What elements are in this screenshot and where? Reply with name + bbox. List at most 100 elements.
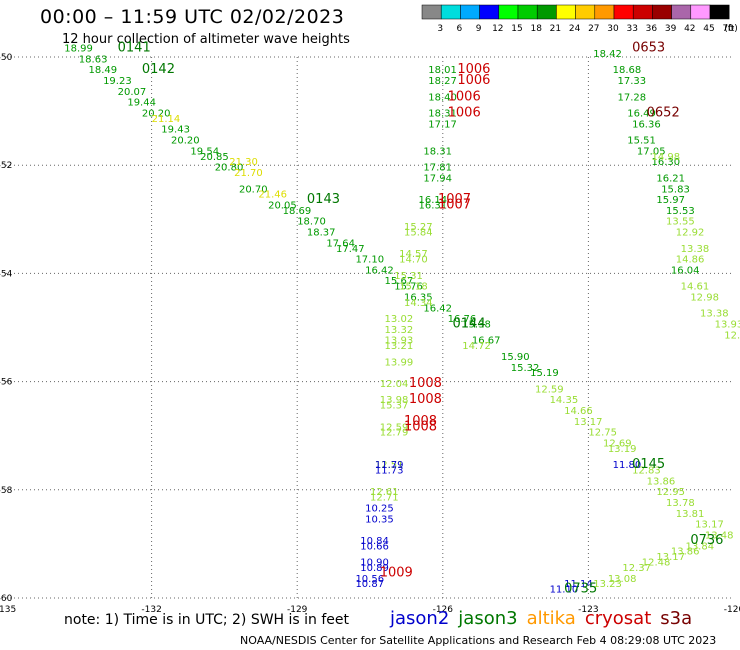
wave-height-point: 13.86 — [671, 547, 700, 558]
pass-time-label: 1007 — [438, 197, 471, 212]
wave-height-point: 14.61 — [681, 282, 710, 293]
x-tick-label: -123 — [578, 605, 598, 612]
wave-height-point: 14.72 — [462, 341, 491, 352]
wave-height-point: 13.17 — [656, 552, 685, 563]
wave-height-point: 12.48 — [642, 558, 671, 569]
wave-height-point: 21.46 — [258, 190, 287, 201]
color-tick-label: 3 — [437, 24, 443, 34]
color-tick-label: 21 — [550, 24, 561, 34]
wave-height-point: 11.80 — [613, 460, 642, 471]
wave-height-point: 12.75 — [588, 428, 617, 439]
wave-height-point: 13.55 — [666, 217, 695, 228]
wave-height-point: 12.92 — [676, 228, 705, 239]
wave-height-point: 19.43 — [161, 125, 190, 136]
wave-height-point: 15.90 — [501, 352, 530, 363]
wave-height-point: 10.25 — [365, 503, 394, 514]
wave-height-point: 10.84 — [360, 536, 389, 547]
wave-height-point: 21.14 — [152, 114, 181, 125]
color-tick-label: 42 — [684, 24, 695, 34]
wave-height-point: 12.51 — [375, 460, 404, 471]
pass-time-label: 1006 — [457, 62, 490, 77]
wave-height-point: 13.99 — [385, 357, 414, 368]
wave-height-point: 10.66 — [360, 541, 389, 552]
wave-height-point: 16.36 — [632, 119, 661, 130]
wave-height-point: 13.93 — [385, 336, 414, 347]
wave-height-point: 18.31 — [423, 146, 452, 157]
wave-height-point: 12.83 — [632, 466, 661, 477]
satellite-legend-entry: jason2 — [390, 608, 450, 629]
color-tick-label: 36 — [646, 24, 658, 34]
wave-height-map-plot: -135 -132 -129 -126 -123 -120 -50 -52 -54 -56 -58 -… — [0, 41, 740, 612]
x-tick-label: -132 — [141, 605, 161, 612]
wave-height-point: 18.42 — [593, 49, 622, 60]
wave-height-point: 18.40 — [428, 92, 457, 103]
wave-height-point: 14.66 — [564, 406, 593, 417]
wave-height-point: 12.37 — [622, 563, 651, 574]
wave-height-point: 13.78 — [666, 498, 695, 509]
wave-height-point: 15.67 — [385, 276, 414, 287]
footer-note: note: 1) Time is in UTC; 2) SWH is in fe… — [64, 612, 350, 628]
wave-height-point: 11.79 — [375, 460, 404, 471]
color-swatch — [709, 4, 730, 20]
wave-height-point: 11.10 — [550, 585, 579, 596]
wave-height-point: 15.84 — [404, 228, 433, 239]
color-tick-label: 15 — [511, 24, 522, 34]
wave-height-point: 12.59 — [535, 384, 564, 395]
wave-height-point: 15.76 — [394, 282, 423, 293]
wave-height-point: 14.57 — [399, 249, 428, 260]
wave-height-point: 13.81 — [676, 509, 705, 520]
wave-height-point: 13.38 — [700, 309, 729, 320]
wave-height-point: 17.33 — [618, 76, 647, 87]
pass-time-label: 0142 — [142, 62, 175, 77]
wave-height-point: 10.90 — [360, 558, 389, 569]
wave-height-point: 16.14 — [419, 195, 448, 206]
wave-height-point: 10.89 — [360, 563, 389, 574]
wave-height-point: 16.35 — [404, 292, 433, 303]
wave-height-point: 16.21 — [656, 173, 685, 184]
wave-height-point: 15.32 — [511, 363, 540, 374]
credit-line: NOAA/NESDIS Center for Satellite Applica… — [240, 634, 717, 647]
wave-height-point: 16.42 — [423, 303, 452, 314]
x-tick-label: -120 — [724, 605, 740, 612]
wave-height-point: 14.34 — [404, 298, 433, 309]
y-tick-label: -50 — [0, 53, 13, 63]
wave-height-point: 11.73 — [375, 466, 404, 477]
wave-height-point: 18.01 — [428, 65, 457, 76]
x-tick-label: -135 — [0, 605, 16, 612]
wave-height-point: 17.05 — [637, 146, 666, 157]
wave-height-point: 20.20 — [142, 109, 171, 120]
wave-height-point: 13.08 — [608, 574, 637, 585]
satellite-legend-entry: s3a — [660, 608, 693, 629]
wave-height-point: 10.35 — [365, 514, 394, 525]
wave-height-point: 21.70 — [234, 168, 263, 179]
wave-height-point: 15.51 — [627, 136, 656, 147]
pass-time-label: 0143 — [307, 192, 340, 207]
x-tick-label: -129 — [287, 605, 308, 612]
wave-height-point: 12.69 — [603, 439, 632, 450]
pass-time-label: 1006 — [448, 89, 481, 104]
wave-height-point: 20.80 — [215, 163, 244, 174]
pass-time-label: 1008 — [404, 419, 437, 434]
wave-height-point: 20.05 — [268, 200, 297, 211]
pass-time-label: 1008 — [404, 414, 437, 429]
wave-height-point: 18.69 — [283, 206, 312, 217]
satellite-legend-entry: cryosat — [584, 608, 652, 629]
wave-height-point: 13.38 — [681, 244, 710, 255]
wave-height-point: 13.23 — [593, 579, 622, 590]
wave-height-point: 18.31 — [428, 109, 457, 120]
wave-height-point: 13.02 — [385, 314, 414, 325]
pass-time-label: 0735 — [564, 582, 597, 597]
color-tick-label: 18 — [530, 24, 542, 34]
wave-height-point: 15.53 — [666, 206, 695, 217]
wave-height-point: 13.86 — [647, 476, 676, 487]
color-scale-bar: 3 6 9 12 15 18 21 24 27 30 33 36 39 42 45 70(ft) — [421, 4, 738, 34]
pass-time-label: 1007 — [438, 192, 471, 207]
wave-height-point: 10.87 — [355, 579, 384, 590]
wave-height-point: 16.67 — [472, 336, 501, 347]
wave-height-point: 19.44 — [127, 98, 156, 109]
pass-time-label: 0144 — [453, 317, 486, 332]
y-tick-label: -58 — [0, 486, 13, 496]
chart-title: 00:00 – 11:59 UTC 02/02/2023 — [40, 6, 345, 28]
wave-height-point: 13.93 — [715, 320, 740, 331]
wave-height-point: 12.59 — [380, 422, 409, 433]
